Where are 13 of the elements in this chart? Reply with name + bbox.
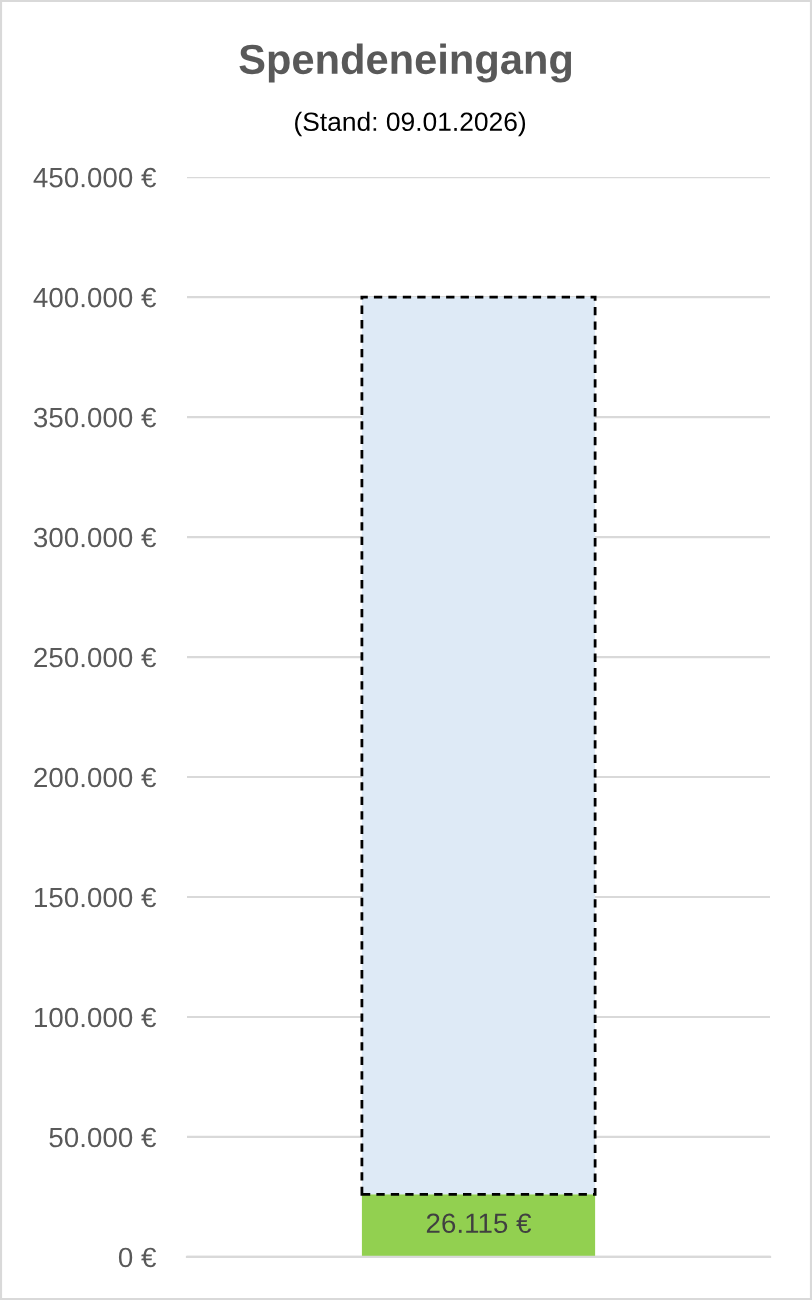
y-tick-label: 450.000 € [33,167,157,188]
y-tick-label: 300.000 € [33,527,157,548]
y-tick-label: 250.000 € [34,647,157,668]
y-tick-label: 0 € [118,1247,157,1268]
data-label: 26.115 € [426,1213,532,1234]
y-tick-label: 100.000 € [35,1007,157,1028]
y-tick-label: 400.000 € [33,287,157,308]
y-tick-label: 200.000 € [34,767,157,788]
chart-subtitle: (Stand: 09.01.2026) [295,111,526,137]
chart-title: Spendeneingang [239,43,572,83]
y-tick-label: 150.000 € [35,887,157,908]
y-tick-label: 50.000 € [49,1127,157,1148]
y-tick-label: 350.000 € [33,407,157,428]
